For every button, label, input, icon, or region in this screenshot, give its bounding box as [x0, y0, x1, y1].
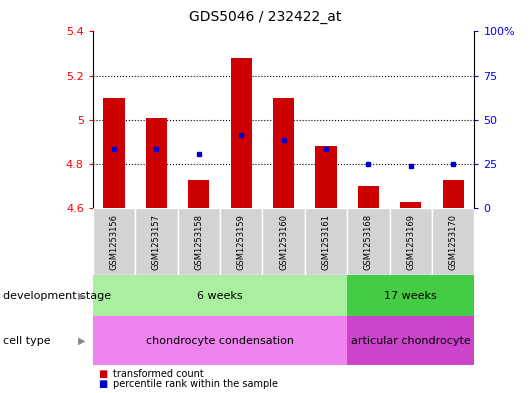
Text: GSM1253156: GSM1253156	[110, 214, 118, 270]
Bar	[390, 208, 432, 275]
Bar	[315, 146, 337, 208]
Text: percentile rank within the sample: percentile rank within the sample	[113, 379, 278, 389]
Text: GSM1253160: GSM1253160	[279, 214, 288, 270]
Text: ▶: ▶	[78, 336, 86, 346]
Bar	[262, 208, 305, 275]
Bar	[93, 316, 347, 365]
Bar	[347, 208, 390, 275]
Text: GSM1253161: GSM1253161	[322, 214, 330, 270]
Bar	[103, 98, 125, 208]
Text: GSM1253168: GSM1253168	[364, 214, 373, 270]
Bar	[347, 275, 474, 316]
Text: GSM1253157: GSM1253157	[152, 214, 161, 270]
Text: 6 weeks: 6 weeks	[197, 291, 243, 301]
Text: ■: ■	[98, 379, 107, 389]
Text: ■: ■	[98, 369, 107, 379]
Bar	[146, 118, 167, 208]
Text: GSM1253158: GSM1253158	[195, 214, 203, 270]
Bar	[432, 208, 474, 275]
Text: GDS5046 / 232422_at: GDS5046 / 232422_at	[189, 10, 341, 24]
Text: transformed count: transformed count	[113, 369, 204, 379]
Text: articular chondrocyte: articular chondrocyte	[351, 336, 471, 346]
Text: GSM1253170: GSM1253170	[449, 214, 457, 270]
Bar	[305, 208, 347, 275]
Bar	[93, 275, 347, 316]
Text: development stage: development stage	[3, 291, 111, 301]
Bar	[188, 180, 209, 208]
Text: ▶: ▶	[78, 291, 86, 301]
Text: cell type: cell type	[3, 336, 50, 346]
Bar	[135, 208, 178, 275]
Bar	[93, 208, 135, 275]
Bar	[220, 208, 262, 275]
Text: 17 weeks: 17 weeks	[384, 291, 437, 301]
Bar	[400, 202, 421, 208]
Text: GSM1253159: GSM1253159	[237, 214, 245, 270]
Bar	[347, 316, 474, 365]
Bar	[178, 208, 220, 275]
Text: chondrocyte condensation: chondrocyte condensation	[146, 336, 294, 346]
Bar	[273, 98, 294, 208]
Bar	[358, 186, 379, 208]
Text: GSM1253169: GSM1253169	[407, 214, 415, 270]
Bar	[443, 180, 464, 208]
Bar	[231, 58, 252, 208]
